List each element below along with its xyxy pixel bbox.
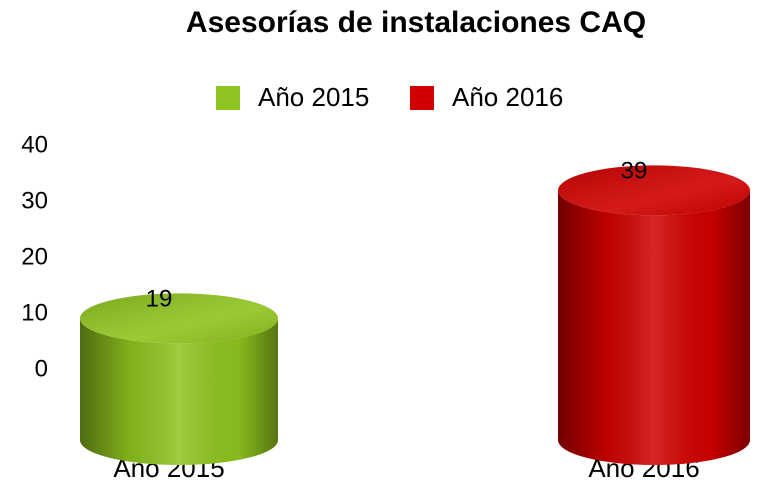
y-tick-label: 40	[21, 131, 48, 158]
data-label: 39	[621, 158, 648, 185]
legend-label: Año 2015	[258, 82, 369, 112]
y-tick-label: 0	[35, 355, 48, 382]
cylinder	[80, 293, 278, 465]
chart-title: Asesorías de instalaciones CAQ	[186, 6, 646, 39]
y-tick-label: 30	[21, 187, 48, 214]
legend-swatch	[410, 86, 434, 110]
legend-label: Año 2016	[452, 82, 563, 112]
data-label: 19	[146, 286, 173, 313]
y-tick-label: 20	[21, 243, 48, 270]
cylinder	[558, 165, 750, 465]
y-tick-label: 10	[21, 299, 48, 326]
legend-swatch	[216, 86, 240, 110]
